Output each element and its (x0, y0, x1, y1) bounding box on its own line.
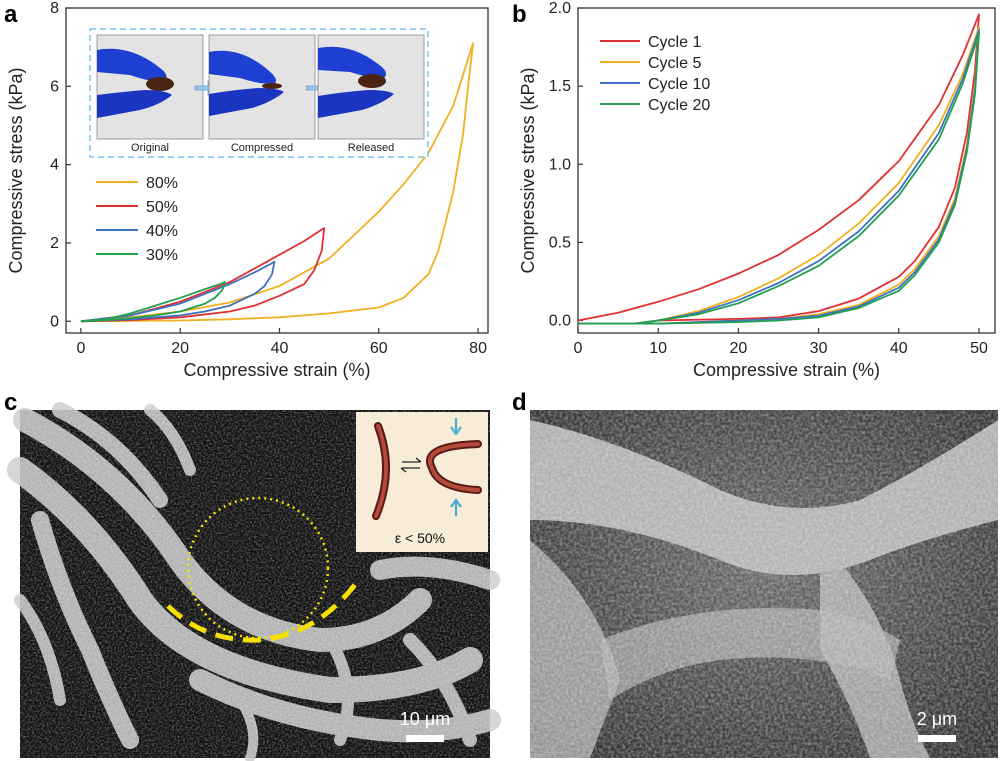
bending-arc (166, 576, 363, 643)
photo-compressed (208, 34, 316, 140)
press-arrow-down-icon (450, 418, 462, 436)
series-line-cycle-5 (578, 25, 980, 325)
y-tick-label: 8 (50, 0, 59, 17)
y-tick-label: 0.5 (549, 234, 571, 251)
series-line-80- (80, 42, 474, 323)
scalebar-d (918, 735, 956, 742)
photo-inset-a: Original Compressed Released (89, 28, 429, 158)
scalebar-label-d: 2 μm (917, 709, 957, 729)
panel-label-c: c (4, 389, 17, 416)
y-axis-label: Compressive stress (kPa) (518, 67, 538, 273)
photo-label-compressed: Compressed (231, 142, 293, 154)
legend-label: 40% (146, 223, 178, 240)
panel-label-b: b (512, 1, 527, 28)
series-line-50- (80, 227, 326, 323)
legend-label: 80% (146, 175, 178, 192)
panel-label-a: a (4, 1, 18, 28)
x-tick-label: 80 (469, 340, 487, 357)
series-line-cycle-10 (578, 29, 980, 325)
series-line-30- (80, 281, 226, 323)
legend-label: 30% (146, 247, 178, 264)
sem-image-d: 2 μm (530, 410, 998, 758)
y-tick-label: 2 (50, 235, 59, 252)
x-tick-label: 0 (574, 340, 583, 357)
y-tick-label: 2.0 (549, 0, 571, 17)
x-tick-label: 30 (810, 340, 828, 357)
x-tick-label: 0 (76, 340, 85, 357)
bending-schematic-inset: ε < 50% (356, 412, 488, 552)
photo-label-original: Original (131, 142, 169, 154)
y-tick-label: 6 (50, 78, 59, 95)
legend-label: Cycle 5 (648, 55, 701, 72)
x-tick-label: 40 (890, 340, 908, 357)
series-line-40- (80, 260, 276, 323)
y-axis-label: Compressive stress (kPa) (6, 67, 26, 273)
x-tick-label: 10 (649, 340, 667, 357)
y-tick-label: 4 (50, 157, 59, 174)
x-tick-label: 50 (970, 340, 988, 357)
plot-frame (577, 7, 996, 334)
chart-a: 0 20 40 60 80 0 2 4 6 8 Compressive strain (%) Comp… (6, 0, 489, 380)
legend-label: Cycle 10 (648, 76, 710, 93)
scalebar-c (406, 735, 444, 742)
scalebar-label-c: 10 μm (400, 709, 450, 729)
photo-released (317, 34, 425, 140)
legend-label: 50% (146, 199, 178, 216)
panel-label-d: d (512, 389, 527, 416)
chart-b: 0 10 20 30 40 50 0.0 0.5 1.0 1.5 2.0 Compressive st… (518, 0, 996, 380)
photo-label-released: Released (348, 142, 394, 154)
legend-label: Cycle 20 (648, 97, 710, 114)
x-tick-label: 20 (171, 340, 189, 357)
x-tick-label: 20 (729, 340, 747, 357)
x-axis-label: Compressive strain (%) (183, 360, 370, 380)
x-tick-label: 60 (370, 340, 388, 357)
y-tick-label: 0.0 (549, 313, 571, 330)
press-arrow-up-icon (450, 498, 462, 516)
y-tick-label: 0 (50, 313, 59, 330)
x-axis-label: Compressive strain (%) (693, 360, 880, 380)
y-tick-label: 1.0 (549, 156, 571, 173)
legend-label: Cycle 1 (648, 34, 701, 51)
series-line-cycle-20 (578, 32, 980, 325)
x-tick-label: 40 (271, 340, 289, 357)
plot-frame (65, 7, 489, 334)
sem-image-c: ε < 50% 10 μm (7, 402, 501, 761)
photo-original (96, 34, 204, 140)
series-line-cycle-1 (577, 13, 980, 325)
y-tick-label: 1.5 (549, 78, 571, 95)
equilibrium-arrows-icon (400, 457, 422, 473)
strain-condition-label: ε < 50% (395, 530, 445, 546)
